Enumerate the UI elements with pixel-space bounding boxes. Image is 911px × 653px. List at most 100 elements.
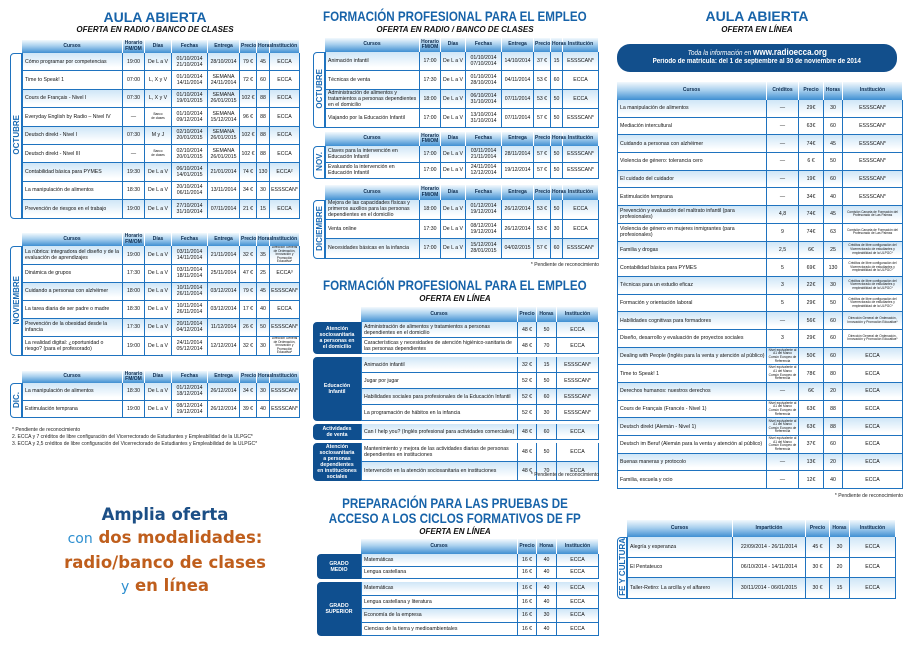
prep-table: Cursos Precio Horas Institución GRADO MEDIO M… — [317, 539, 599, 636]
website-link[interactable]: www.radioecca.org — [752, 47, 827, 57]
table-row[interactable]: Administración de alimentos y tratamient… — [313, 90, 599, 109]
table-row[interactable]: Actividades de venta Can I help you? (Ing… — [313, 424, 599, 440]
table-row[interactable]: Educación Infantil Animación infantil 32 €… — [313, 357, 599, 421]
table-row[interactable]: DIC. La manipulación de alimentos 18:30 De … — [10, 383, 300, 418]
table-row[interactable]: Cours de Français - Nivel I 07:30 L, X y V… — [10, 89, 300, 109]
table-row[interactable]: Intervención en la atención sociosanitar… — [313, 462, 599, 481]
course-name: Derechos humanos: nuestros derechos — [617, 383, 767, 401]
column-header: Entrega — [208, 371, 240, 383]
table-cell: De L a V — [145, 300, 172, 319]
table-row[interactable]: La realidad digital: ¿oportunidad o ries… — [10, 336, 300, 356]
table-row[interactable]: Atención sociosanitaria a personas en el… — [313, 322, 599, 354]
table-row[interactable]: Deutsch direkt - Nivel I 07:30 M y J 02/10/… — [10, 126, 300, 145]
table-cell: 17:30 — [420, 219, 441, 239]
table-cell: 06/10/2014 - 14/11/2014 — [733, 557, 806, 579]
table-cell: 9 — [767, 223, 799, 242]
table-row[interactable]: Violencia de género en mujeres inmigrant… — [617, 223, 903, 242]
table-cell: 22€ — [799, 276, 824, 295]
table-row[interactable]: Diseño, desarrollo y evaluación de proye… — [617, 329, 903, 348]
table-row[interactable]: Cuidando a personas con alzhéimer 18:00 De… — [10, 282, 300, 301]
table-row[interactable]: Prevención de la obesidad desde la infan… — [10, 318, 300, 337]
table-row[interactable]: Prevención y evaluación del maltrato inf… — [617, 206, 903, 224]
table-row[interactable]: Dinámica de grupos 17:30 De L a V 03/11/201… — [10, 264, 300, 283]
column-header: Cursos — [627, 520, 733, 537]
table-row[interactable]: Familia, escuela y ocio —12€ 40 ECCA — [617, 471, 903, 490]
table-cell: — — [767, 453, 799, 472]
table-cell: 08/12/2014 19/12/2014 — [466, 219, 502, 239]
table-row[interactable]: DICIEMBRE Mejora de las capacidades físic… — [313, 200, 599, 259]
table-row[interactable]: Taller-Retiro: La arcilla y el alfarero 3… — [617, 578, 896, 599]
table-row[interactable]: GRADO MEDIO Matemáticas 16 €40 ECCA — [317, 554, 599, 579]
blank-header — [313, 185, 325, 200]
table-row[interactable]: Necesidades básicas en la infancia 17:00 D… — [313, 239, 599, 259]
table-cell: ESSSCAN* — [563, 52, 599, 71]
table-row[interactable]: Time to Speak! 1 Nivel equivalente al A1 … — [617, 365, 903, 383]
table-row[interactable]: GRADO SUPERIOR Matemáticas 16 €40 ECCA — [317, 582, 599, 636]
table-row[interactable]: Contabilidad básica para PYMES 5 69€ 130 Cré… — [617, 259, 903, 277]
table-row[interactable]: Características y necesidades de atenció… — [313, 338, 599, 354]
header-row: Cursos Impartición Precio Horas Institución — [617, 520, 896, 537]
table-row[interactable]: Evaluando la intervención en Educación I… — [313, 162, 599, 179]
table-row[interactable]: La programación de hábitos en la infanci… — [313, 405, 599, 421]
table-row[interactable]: NOVIEMBRE La rúbrica: integradora del dis… — [10, 246, 300, 356]
table-row[interactable]: Deutsch direkt - Nivel III — Banco de clas… — [10, 144, 300, 164]
table-row[interactable]: Estimulación temprana 19:00 De L a V 08/12/… — [10, 400, 300, 418]
section-subtitle: OFERTA EN LÍNEA — [419, 527, 491, 536]
table-row[interactable]: La tarea diaria de ser padre o madre 18:3… — [10, 300, 300, 319]
table-row[interactable]: Ciencias de la tierra y medioambientales… — [317, 622, 599, 636]
table-row[interactable]: Violencia de género: tolerancia cero —6 €… — [617, 153, 903, 171]
table-row[interactable]: Dealing with People (Inglés para la vent… — [617, 347, 903, 366]
table-row[interactable]: Lengua castellana 16 €40 ECCA — [317, 566, 599, 579]
table-row[interactable]: Cours de Français (Francés - Nivel 1) Niv… — [617, 400, 903, 419]
table-cell: 50 — [537, 443, 557, 462]
table-cell: 03/11/2014 21/11/2014 — [466, 146, 502, 163]
table-row[interactable]: Formación y orientación laboral 5 29€ 50 Cré… — [617, 294, 903, 313]
table-row[interactable]: Prevención de riesgos en el trabajo 19:00… — [10, 200, 300, 219]
table-row[interactable]: Buenas maneras y protocolo —13€ 20 ECCA — [617, 453, 903, 472]
table-row[interactable]: Venta online 17:30 De L a V 08/12/2014 19/1… — [313, 219, 599, 239]
table-row[interactable]: Habilidades sociales para profesionales … — [313, 389, 599, 405]
table-row[interactable]: Cuidando a personas con alzhéimer —74€ 45 E… — [617, 135, 903, 154]
table-row[interactable]: Viajando por la Educación Infantil 17:00 D… — [313, 109, 599, 128]
group-label-text: NOV. — [314, 152, 324, 171]
column-header: Entrega — [502, 38, 534, 52]
table-row[interactable]: La manipulación de alimentos 18:30 De L a … — [10, 181, 300, 201]
table-row[interactable]: El cuidado del cuidador —19€ 60 ESSSCAN* — [617, 170, 903, 189]
table-row[interactable]: La manipulación de alimentos —29€ 30 ESSSCA… — [617, 100, 903, 118]
table-cell: 26/12/2014 — [502, 219, 534, 239]
table-row[interactable]: Familia y drogas 2,5 6€ 25 Créditos de libre… — [617, 241, 903, 260]
table-row[interactable]: Atención sociosanitaria a personas depen… — [313, 443, 599, 481]
table-cell: 78€ — [799, 365, 824, 383]
table-row[interactable]: Habilidades cognitivas para formadores —5… — [617, 312, 903, 330]
table-row[interactable]: Mediación intercultural —63€ 60 ESSSCAN* — [617, 117, 903, 136]
table-row[interactable]: Contabilidad básica para PYMES 19:30 De L … — [10, 163, 300, 182]
table-row[interactable]: Deutsch direkt (Alemán - Nivel 1) Nivel e… — [617, 418, 903, 437]
table-row[interactable]: FE Y CULTURA Alegría y esperanza 22/09/201… — [617, 537, 896, 599]
table-row[interactable]: Deutsch im Beruf (Alemán para la venta y… — [617, 436, 903, 454]
section-subtitle: OFERTA EN LÍNEA — [721, 25, 793, 34]
course-name: Cómo programar por competencias — [22, 53, 123, 72]
table-row[interactable]: Estimulación temprana —34€ 40 ESSSCAN* — [617, 188, 903, 207]
table-cell: 72 € — [240, 71, 257, 90]
table-cell: 30 € — [806, 578, 830, 599]
table-cell: Nivel equivalente al A1 del Marco Común … — [767, 347, 799, 366]
table-row[interactable]: Economía de la empresa 16 €30 ECCA — [317, 609, 599, 623]
column-header: Días — [145, 40, 172, 53]
table-row[interactable]: El Pentateuco 06/10/2014 - 14/11/2014 30 €… — [617, 557, 896, 579]
table-cell: 74€ — [799, 223, 824, 242]
table-row[interactable]: OCTUBRE Cómo programar por competencias 19… — [10, 53, 300, 219]
table-row[interactable]: Jugar por jugar 52 €50 ESSSCAN* — [313, 373, 599, 389]
table-row[interactable]: Lengua castellana y literatura 16 €40 ECCA — [317, 595, 599, 609]
table-cell: ESSSCAN* — [563, 109, 599, 128]
table-row[interactable]: Everyday English by Radio – Nivel IV — Ban… — [10, 108, 300, 127]
table-row[interactable]: Técnicas para un estudio eficaz 3 22€ 30 Cré… — [617, 276, 903, 295]
table-cell: De L a V — [145, 336, 172, 356]
table-row[interactable]: Time to Speak! 1 07:00 L, X y V 01/10/2014 … — [10, 71, 300, 90]
table-row[interactable]: OCTUBRE Animación infantil 17:00 De L a V 01… — [313, 52, 599, 128]
column-header: Institución — [270, 233, 300, 246]
table-row[interactable]: Técnicas de venta 17:30 De L a V 01/10/2014… — [313, 71, 599, 90]
table-row[interactable]: Derechos humanos: nuestros derechos —6€ 20… — [617, 383, 903, 401]
table-cell: 34 € — [240, 383, 257, 401]
group-gap — [313, 440, 599, 443]
table-row[interactable]: NOV. Claves para la intervención en Educa… — [313, 146, 599, 179]
